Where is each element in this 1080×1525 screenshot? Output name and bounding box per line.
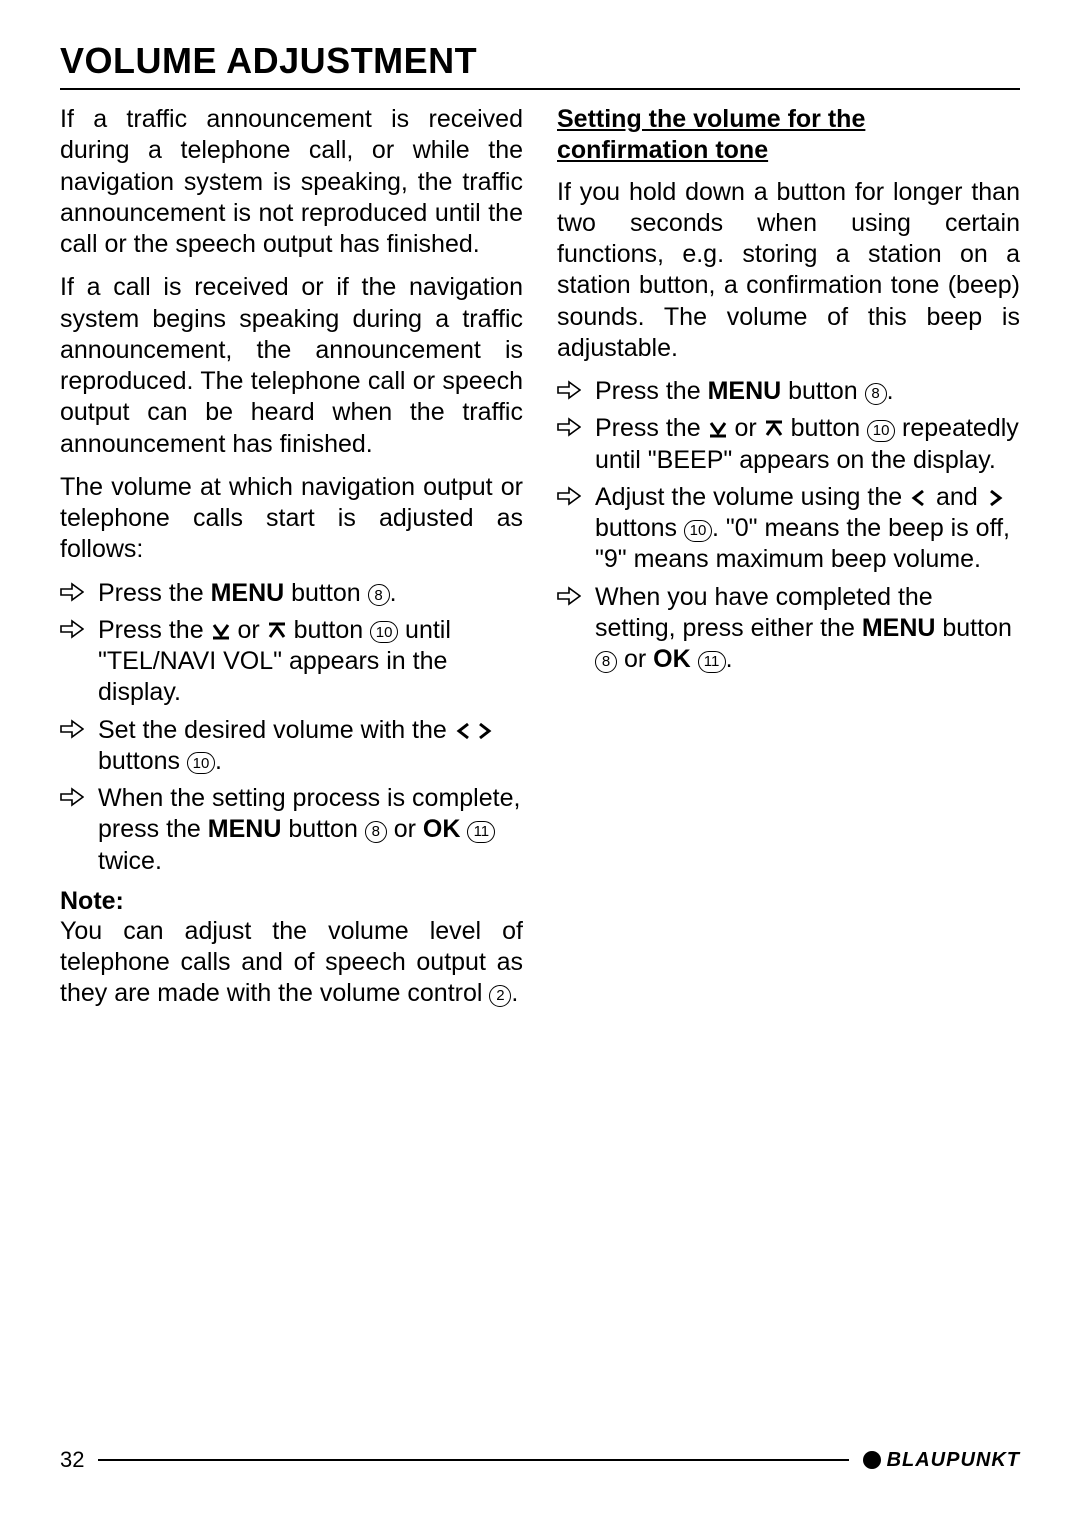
arrow-icon: [557, 486, 581, 506]
button-ref-8: 8: [365, 821, 387, 843]
right-icon: [985, 488, 1005, 508]
list-item: Set the desired volume with the buttons …: [60, 715, 523, 778]
brand-dot-icon: [863, 1451, 881, 1469]
note-text-part: .: [511, 979, 518, 1007]
step-text: buttons: [98, 747, 187, 775]
button-ref-10: 10: [867, 420, 895, 442]
list-item: Press the MENU button 8.: [60, 578, 523, 609]
page-number: 32: [60, 1447, 84, 1473]
step-text: twice.: [98, 847, 162, 875]
paragraph: If a traffic announcement is received du…: [60, 104, 523, 260]
list-item: Press the MENU button 8.: [557, 376, 1020, 407]
down-seek-icon: [708, 419, 728, 439]
menu-label: MENU: [208, 815, 282, 843]
step-text: button: [781, 377, 864, 405]
arrow-icon: [60, 719, 84, 739]
arrow-icon: [557, 586, 581, 606]
down-seek-icon: [211, 621, 231, 641]
up-seek-icon: [764, 419, 784, 439]
step-text: buttons: [595, 514, 684, 542]
button-ref-8: 8: [595, 651, 617, 673]
list-item: Press the or button 10 until "TEL/NAVI V…: [60, 615, 523, 709]
button-ref-11: 11: [467, 821, 495, 843]
list-item: When the setting process is complete, pr…: [60, 783, 523, 877]
step-text: .: [726, 645, 733, 673]
page-footer: 32 BLAUPUNKT: [60, 1447, 1020, 1473]
step-text: or: [231, 616, 267, 644]
step-text: button: [784, 414, 867, 442]
step-text: button: [287, 616, 370, 644]
brand-logo: BLAUPUNKT: [863, 1449, 1020, 1472]
step-text: button: [935, 614, 1011, 642]
ok-label: OK: [653, 645, 691, 673]
note-text-part: You can adjust the volume level of telep…: [60, 917, 523, 1008]
step-text: or: [728, 414, 764, 442]
step-text: .: [887, 377, 894, 405]
paragraph: The volume at which navigation output or…: [60, 472, 523, 566]
right-icon: [474, 721, 494, 741]
step-text: Press the: [98, 579, 211, 607]
step-text: or: [387, 815, 423, 843]
step-list: Press the MENU button 8. Press the or bu…: [60, 578, 523, 877]
step-list: Press the MENU button 8. Press the or bu…: [557, 376, 1020, 675]
brand-name: BLAUPUNKT: [887, 1449, 1020, 1472]
left-icon: [909, 488, 929, 508]
step-text: .: [215, 747, 222, 775]
subheading: Setting the volume for the confirmation …: [557, 104, 1020, 167]
step-text: Set the desired volume with the: [98, 716, 454, 744]
list-item: Adjust the volume using the and buttons …: [557, 482, 1020, 576]
note-text: You can adjust the volume level of telep…: [60, 916, 523, 1010]
step-text: or: [617, 645, 653, 673]
button-ref-2: 2: [489, 985, 511, 1007]
note-label: Note:: [60, 887, 523, 916]
arrow-icon: [557, 380, 581, 400]
step-text: and: [929, 483, 985, 511]
step-text: .: [390, 579, 397, 607]
two-column-layout: If a traffic announcement is received du…: [60, 104, 1020, 1022]
paragraph: If a call is received or if the navigati…: [60, 272, 523, 460]
arrow-icon: [60, 619, 84, 639]
button-ref-8: 8: [865, 383, 887, 405]
right-column: Setting the volume for the confirmation …: [557, 104, 1020, 1022]
arrow-icon: [60, 787, 84, 807]
step-text: [460, 815, 467, 843]
menu-label: MENU: [708, 377, 782, 405]
paragraph: If you hold down a button for longer tha…: [557, 177, 1020, 365]
button-ref-10: 10: [684, 520, 712, 542]
button-ref-8: 8: [368, 584, 390, 606]
arrow-icon: [557, 417, 581, 437]
button-ref-10: 10: [370, 621, 398, 643]
step-text: Press the: [98, 616, 211, 644]
button-ref-10: 10: [187, 752, 215, 774]
page-heading: VOLUME ADJUSTMENT: [60, 40, 1020, 90]
footer-divider: [98, 1459, 848, 1461]
step-text: Adjust the volume using the: [595, 483, 909, 511]
up-seek-icon: [267, 621, 287, 641]
left-column: If a traffic announcement is received du…: [60, 104, 523, 1022]
menu-label: MENU: [862, 614, 936, 642]
step-text: Press the: [595, 377, 708, 405]
left-icon: [454, 721, 474, 741]
arrow-icon: [60, 582, 84, 602]
step-text: [691, 645, 698, 673]
menu-label: MENU: [211, 579, 285, 607]
step-text: button: [281, 815, 364, 843]
ok-label: OK: [423, 815, 461, 843]
step-text: button: [284, 579, 367, 607]
list-item: Press the or button 10 repeatedly until …: [557, 413, 1020, 476]
button-ref-11: 11: [698, 651, 726, 673]
list-item: When you have completed the setting, pre…: [557, 582, 1020, 676]
step-text: Press the: [595, 414, 708, 442]
